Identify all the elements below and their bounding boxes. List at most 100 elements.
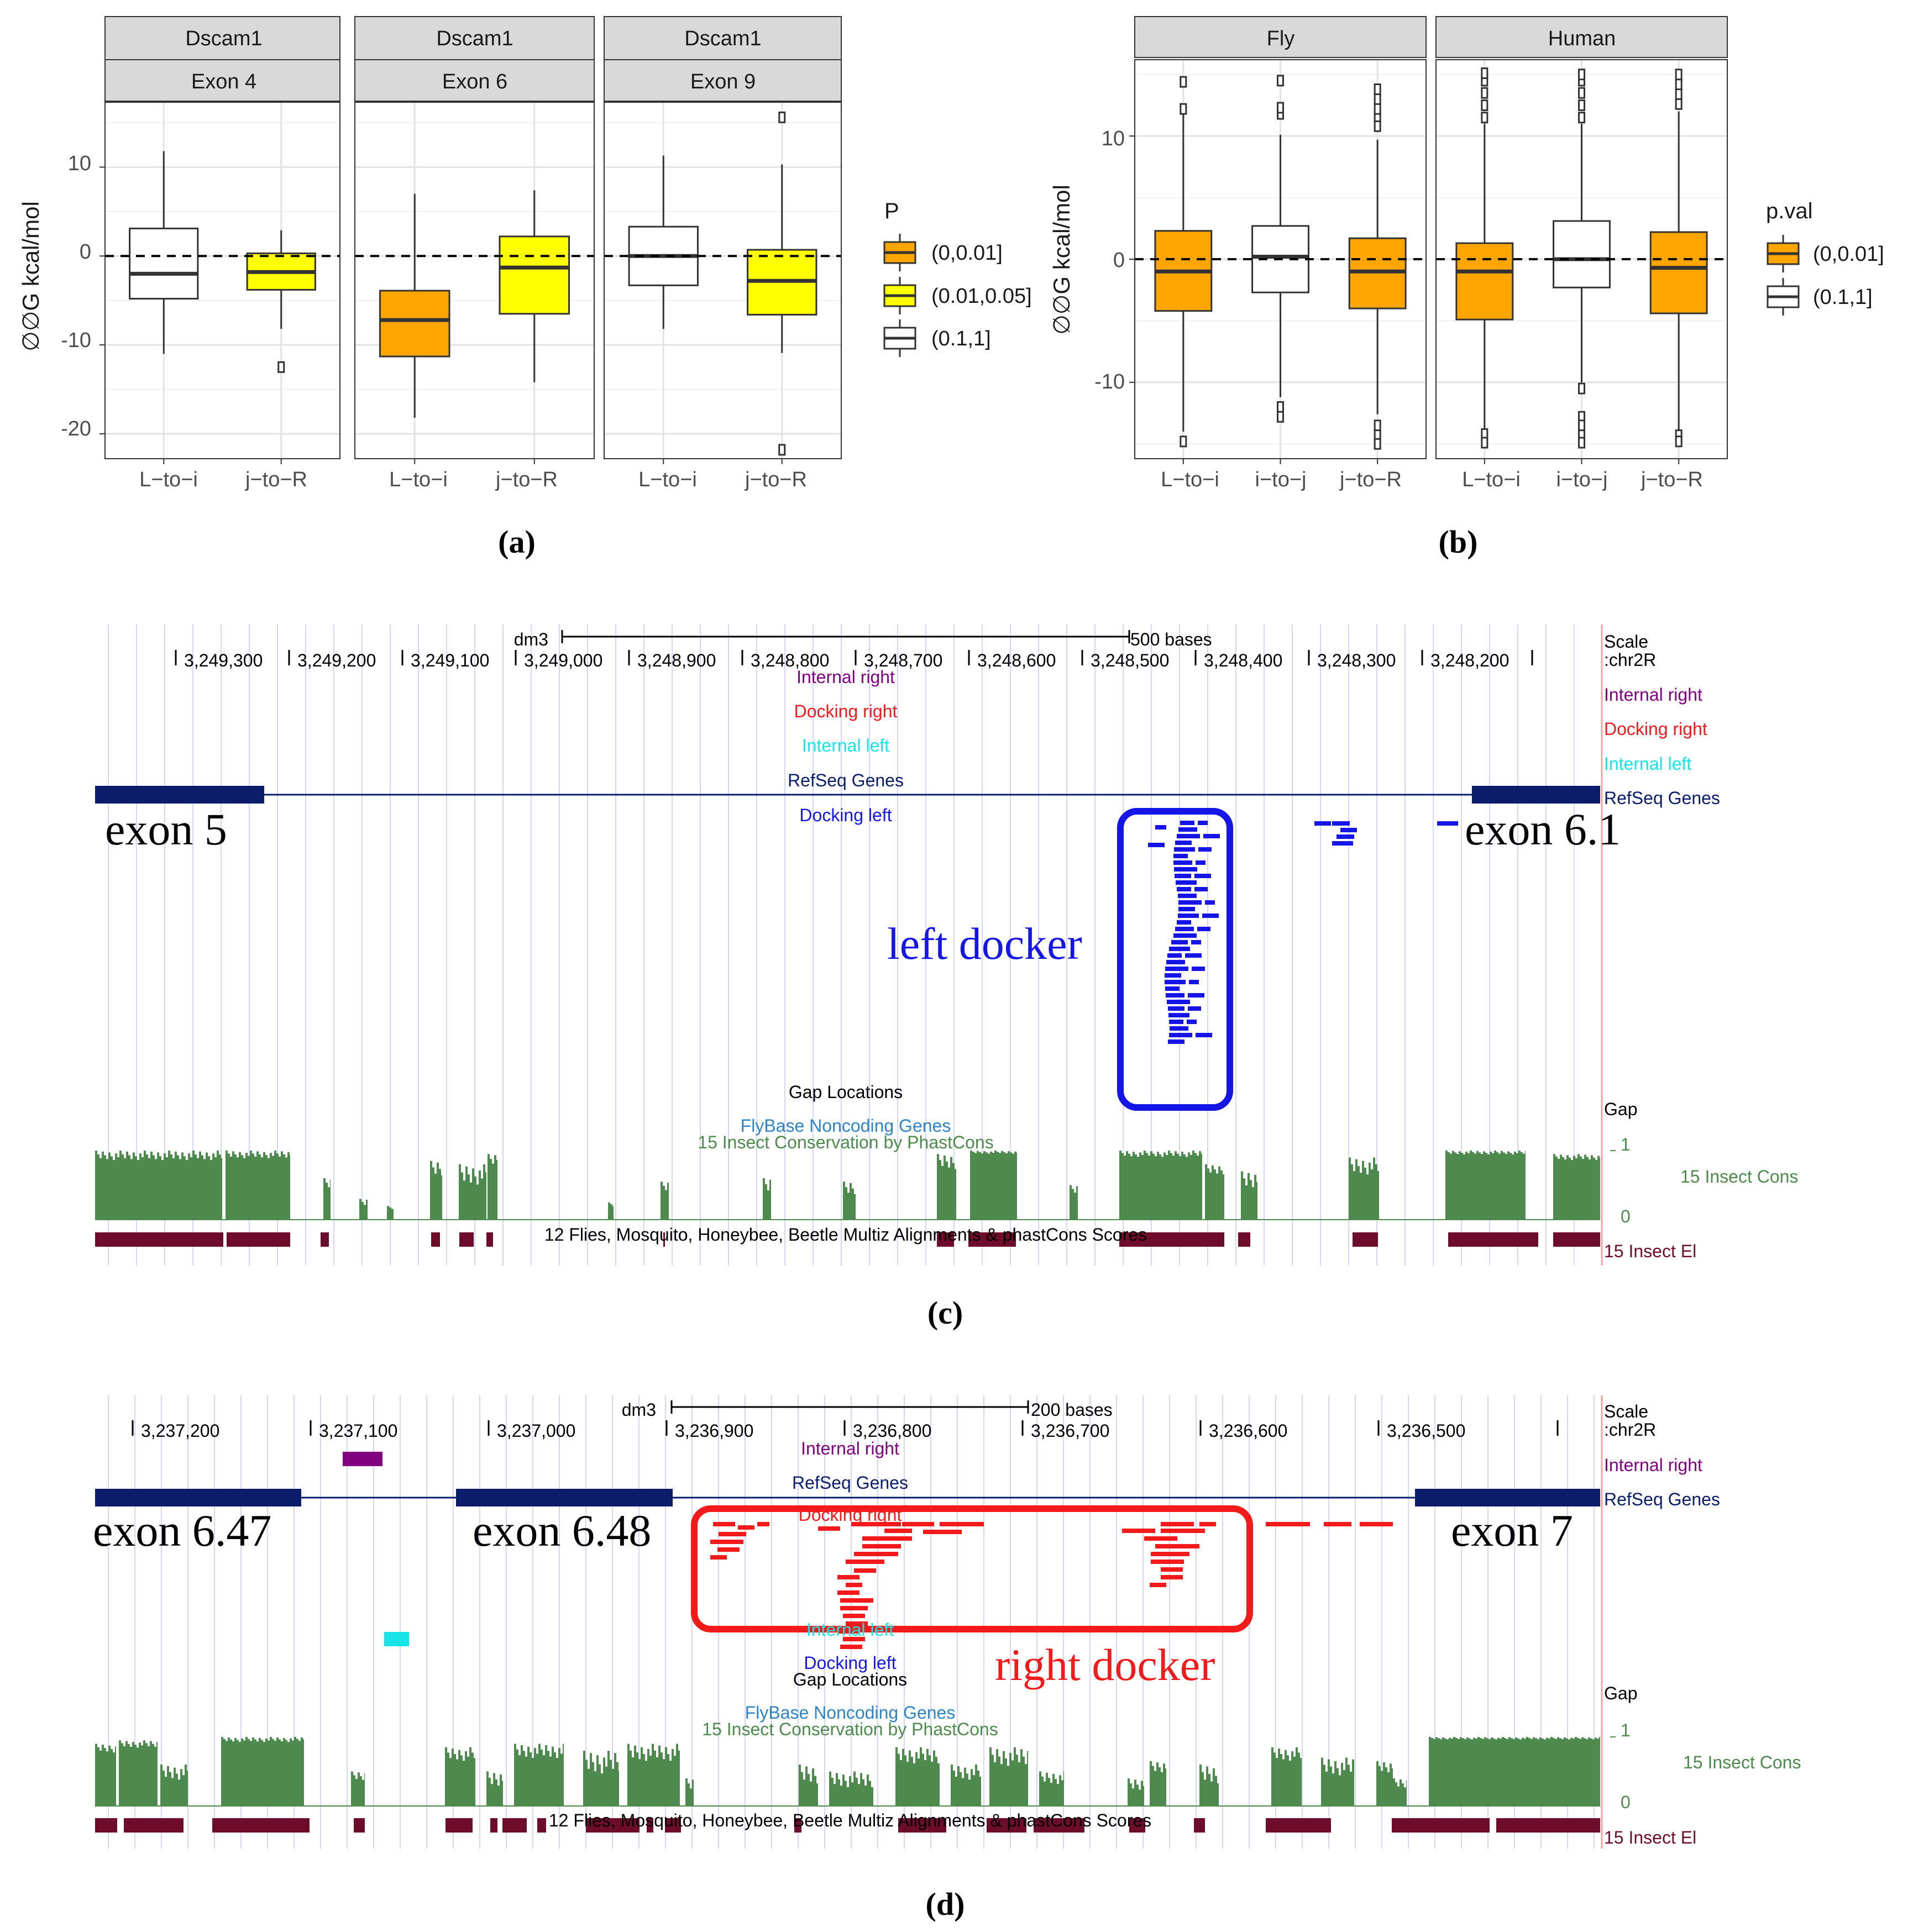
panel-d-annotation-exon7: exon 7 — [1451, 1505, 1573, 1556]
panel-d-right-cons-label: 15 Insect Cons — [1683, 1752, 1801, 1772]
feature-hit — [1161, 1522, 1194, 1526]
box — [1455, 242, 1514, 321]
conserved-element — [1129, 1818, 1145, 1833]
feature-hit — [1178, 900, 1202, 905]
panel-a-strip-2-top: Dscam1 — [436, 27, 513, 50]
outlier-point — [1675, 88, 1683, 100]
panel-a-ytick-4: -20 — [61, 417, 91, 440]
feature-hit — [1155, 825, 1166, 830]
feature-hit — [1177, 834, 1200, 838]
feature-hit — [1180, 821, 1194, 825]
panel-c-right-cons-max: 1 — [1621, 1135, 1631, 1154]
panel-c-right-chr: :chr2R — [1604, 650, 1656, 670]
coordinate-label: 3,237,100 — [319, 1421, 397, 1441]
feature-hit — [757, 1522, 769, 1526]
feature-hit — [923, 1530, 962, 1534]
panel-b-caption: (b) — [1439, 524, 1478, 560]
conserved-element — [1266, 1818, 1331, 1833]
feature-hit — [1178, 894, 1197, 898]
feature-hit — [1188, 1006, 1201, 1011]
feature-hit — [1178, 827, 1197, 832]
docker-highlight-box — [691, 1505, 1253, 1632]
feature-hit — [1144, 1536, 1177, 1541]
feature-hit — [1205, 900, 1215, 905]
panel-a-ytick-3: -10 — [61, 329, 91, 352]
coordinate-label: 3,249,300 — [184, 650, 263, 670]
panel-b-ytick-1: 10 — [1102, 127, 1125, 150]
feature-hit — [1168, 1013, 1189, 1017]
conservation-wiggle — [95, 1151, 1600, 1220]
panel-d-right-scale: Scale — [1604, 1401, 1648, 1421]
panel-d-center-docking-right: Docking right — [799, 1505, 902, 1525]
panel-d-center-docking-left: Docking left — [804, 1653, 896, 1673]
feature-hit — [1151, 1560, 1184, 1564]
conserved-element — [987, 1818, 1026, 1833]
panel-c-scale-bar-label: 500 bases — [1130, 629, 1212, 649]
feature-hit — [1196, 860, 1206, 865]
panel-d-caption: (d) — [926, 1886, 965, 1922]
conserved-element — [446, 1818, 473, 1833]
feature-hit — [1165, 967, 1188, 971]
panel-b-boxplot — [1129, 16, 1800, 464]
panel-b-xtick-6: j−to−R — [1641, 468, 1703, 491]
panel-c-right-insect-el: 15 Insect El — [1604, 1241, 1696, 1261]
panel-a-strip-3-top: Dscam1 — [684, 27, 761, 50]
outlier-point — [277, 361, 285, 373]
panel-c-center-refseq: RefSeq Genes — [788, 770, 904, 790]
outlier-point — [1578, 419, 1585, 432]
feature-hit — [1168, 1040, 1185, 1044]
feature-hit — [1198, 847, 1212, 852]
panel-c-right-cons-min: 0 — [1621, 1206, 1631, 1226]
outlier-point — [1374, 103, 1381, 115]
feature-hit — [1122, 1529, 1155, 1533]
conserved-element — [354, 1818, 365, 1833]
panel-b-xtick-4: L−to−i — [1462, 468, 1521, 491]
panel-d-center-multiz: 12 Flies, Mosquito, Honeybee, Beetle Mul… — [549, 1810, 1151, 1830]
feature-hit — [1324, 1522, 1351, 1526]
outlier-point — [1578, 437, 1585, 449]
conserved-element — [1119, 1232, 1224, 1247]
panel-c-center-internal-right: Internal right — [796, 667, 895, 687]
exon-block — [1415, 1489, 1600, 1506]
feature-hit — [1203, 834, 1220, 838]
panel-c-right-refseq: RefSeq Genes — [1604, 788, 1720, 808]
conserved-element — [431, 1232, 440, 1247]
outlier-point — [1675, 98, 1683, 110]
exon-block — [95, 1489, 301, 1506]
panel-b-xtick-2: i−to−j — [1255, 468, 1307, 491]
panel-a-xtick-3: L−to−i — [389, 468, 448, 491]
feature-hit — [1166, 960, 1185, 964]
coordinate-label: 3,248,700 — [864, 650, 942, 670]
feature-hit — [854, 1552, 898, 1556]
feature-hit — [713, 1522, 735, 1526]
outlier-point — [1481, 112, 1489, 124]
feature-hit — [343, 1452, 382, 1466]
panel-a-legend-title: P — [884, 199, 899, 223]
panel-a-ylabel: ∅∅G kcal/mol — [18, 201, 44, 351]
feature-hit — [1197, 927, 1210, 931]
outlier-point — [1481, 437, 1489, 449]
panel-border — [1435, 59, 1728, 459]
feature-hit — [1437, 821, 1458, 826]
feature-hit — [1196, 1033, 1212, 1037]
feature-hit — [1199, 1522, 1216, 1526]
feature-hit — [1340, 828, 1357, 832]
feature-hit — [840, 1606, 868, 1610]
strip-background — [604, 59, 842, 102]
outlier-point — [1180, 76, 1187, 88]
outlier-point — [1277, 75, 1284, 87]
coordinate-label: 3,248,900 — [637, 650, 716, 670]
conserved-element — [586, 1818, 640, 1833]
outlier-point — [1277, 102, 1284, 114]
outlier-point — [1578, 87, 1585, 99]
panel-d-center-refseq: RefSeq Genes — [792, 1473, 908, 1493]
feature-hit — [1169, 1033, 1192, 1037]
panel-a-legend-label-3: (0.1,1] — [931, 327, 991, 350]
panel-c-genome-browser: 3,249,300 3,249,200 3,249,100 3,249,000 3,24… — [95, 624, 1616, 1266]
panel-b-xtick-1: L−to−i — [1161, 468, 1219, 491]
coordinate-label: 3,249,000 — [524, 650, 602, 670]
conserved-element — [1238, 1232, 1250, 1247]
conserved-element — [95, 1232, 223, 1247]
feature-hit — [1168, 1006, 1185, 1011]
coordinate-label: 3,236,800 — [853, 1421, 931, 1441]
